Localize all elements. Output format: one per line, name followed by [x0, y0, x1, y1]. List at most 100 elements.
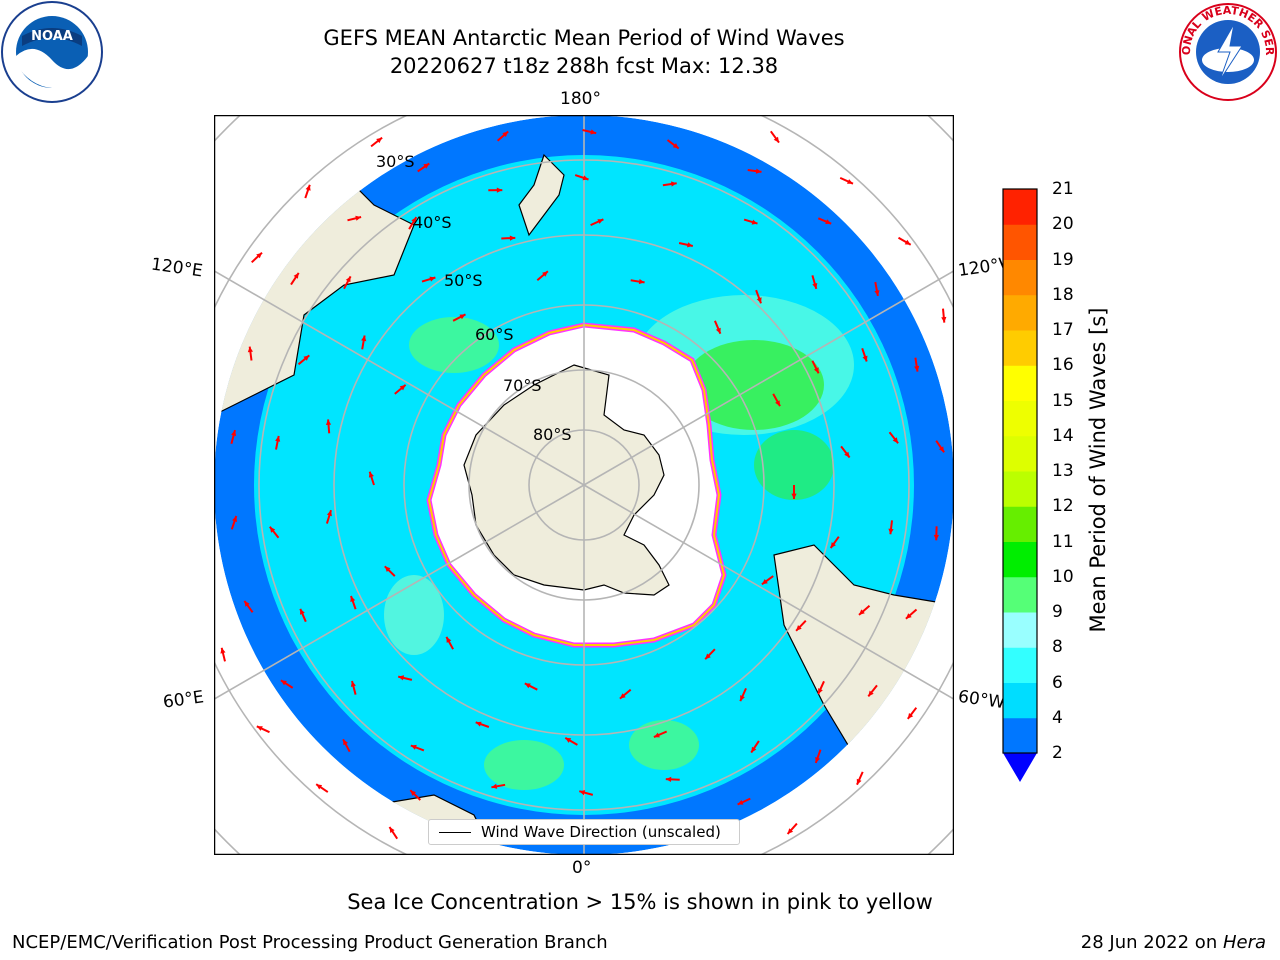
lat-label-40s: 40°S: [413, 213, 452, 232]
colorbar-band: [1003, 224, 1037, 260]
wind-wave-arrow-head: [653, 732, 660, 738]
wind-wave-arrow-head: [232, 516, 237, 522]
wind-wave-arrow-head: [933, 534, 939, 541]
wind-wave-arrow-head: [755, 168, 762, 174]
colorbar-tick-label: 10: [1052, 566, 1074, 587]
wind-wave-arrow-head: [775, 400, 780, 407]
wind-wave-arrow-head: [326, 510, 332, 517]
lat-label-70s: 70°S: [503, 376, 542, 395]
antarctica-land: [463, 364, 670, 596]
wind-wave-arrow-head: [791, 493, 797, 499]
wind-wave-arrow-head: [475, 721, 482, 727]
wind-wave-arrow-head: [859, 609, 865, 615]
legend-label: Wind Wave Direction (unscaled): [481, 823, 721, 841]
colorbar-band: [1003, 682, 1037, 719]
wind-wave-arrow-head: [542, 271, 548, 277]
lat-label-30s: 30°S: [376, 152, 415, 171]
wind-wave-arrow-head: [280, 680, 287, 686]
colorbar-band: [1003, 294, 1037, 331]
wind-wave-arrow-head: [638, 279, 645, 285]
wind-wave-arrow-head: [502, 131, 509, 137]
wind-wave-arrow-head: [220, 647, 226, 654]
lon-label-0: 0°: [572, 858, 592, 878]
colorbar-tick-label: 14: [1052, 425, 1074, 446]
wind-wave-arrow-head: [247, 346, 253, 353]
colorbar: [1002, 188, 1038, 782]
footer-date-text: 28 Jun 2022 on: [1080, 932, 1223, 953]
wind-wave-arrow-head: [231, 430, 237, 436]
new-zealand-land: [518, 153, 565, 237]
colorbar-label: Mean Period of Wind Waves [s]: [1086, 307, 1110, 633]
wind-wave-arrow-head: [825, 219, 832, 224]
wind-wave-arrow-head: [345, 276, 351, 283]
colorbar-band: [1003, 471, 1037, 507]
colorbar-tick-label: 15: [1052, 390, 1074, 411]
colorbar-tick-label: 20: [1052, 214, 1074, 235]
chart-title: GEFS MEAN Antarctic Mean Period of Wind …: [323, 26, 845, 50]
colorbar-tick-label: 4: [1052, 707, 1063, 728]
wind-wave-arrow-head: [524, 683, 531, 689]
wind-wave-arrow-head: [361, 335, 367, 342]
wind-wave-arrow-head: [796, 625, 802, 631]
colorbar-band: [1003, 541, 1037, 578]
wind-wave-arrow-head: [874, 290, 880, 296]
wind-wave-arrow-head: [256, 252, 262, 259]
wind-wave-arrow-head: [687, 242, 693, 248]
wind-wave-arrow-head: [305, 184, 311, 191]
wind-wave-arrow-head: [671, 181, 677, 187]
wind-wave-arrow-head: [269, 526, 276, 533]
graticule: [214, 115, 954, 855]
wind-wave-arrow-head: [761, 579, 768, 585]
wind-wave-arrow-head: [938, 446, 945, 453]
wind-wave-arrow-head: [672, 143, 679, 149]
wind-wave-arrow-head: [582, 175, 589, 181]
map-frame: [214, 115, 954, 855]
wind-wave-arrow-head: [368, 471, 374, 478]
colorbar-tick-label: 11: [1052, 531, 1074, 552]
lon-label-60e: 60°E: [161, 687, 206, 713]
wind-wave-arrow-head: [868, 690, 874, 697]
wind-wave-arrow-head: [812, 283, 818, 289]
footer-producer: NCEP/EMC/Verification Post Processing Pr…: [12, 932, 608, 953]
wind-wave-arrow-head: [756, 297, 762, 304]
wind-wave-arrow-head: [384, 566, 391, 572]
colorbar-band: [1003, 400, 1037, 437]
wind-wave-arrow-head: [705, 653, 711, 660]
wind-wave-arrow-head: [343, 739, 348, 746]
wind-wave-arrow-head: [256, 726, 263, 731]
wind-wave-arrow-head: [773, 136, 779, 143]
wind-wave-arrow-head: [509, 235, 516, 241]
colorbar-under-triangle: [1003, 753, 1037, 782]
colorbar-tick-label: 2: [1052, 743, 1063, 763]
colorbar-band: [1003, 647, 1037, 683]
wind-wave-arrow-head: [844, 451, 850, 458]
wind-wave-arrow-head: [350, 596, 356, 602]
lat-label-50s: 50°S: [444, 271, 483, 290]
wind-wave-arrow-head: [325, 419, 332, 425]
wind-wave-arrow-head: [423, 163, 430, 169]
sea-ice-note: Sea Ice Concentration > 15% is shown in …: [347, 890, 933, 914]
wind-wave-arrow-head: [830, 542, 836, 548]
wind-wave-arrow-head: [892, 437, 899, 444]
wind-wave-arrow-head: [496, 187, 503, 193]
noaa-logo: NOAA: [1, 1, 103, 103]
colorbar-band: [1003, 189, 1037, 225]
colorbar-band: [1003, 330, 1037, 366]
wind-wave-arrow-head: [813, 367, 819, 374]
antarctic-map: [214, 115, 954, 855]
colorbar-band: [1003, 717, 1037, 754]
wind-wave-arrow-head: [350, 681, 356, 687]
wind-wave-arrow-head: [904, 239, 911, 245]
wind-wave-arrow-head: [244, 600, 250, 607]
wind-wave-arrow-head: [565, 737, 572, 743]
colorbar-band: [1003, 506, 1037, 542]
wind-wave-arrow-head: [941, 316, 947, 323]
wind-wave-arrow-head: [429, 276, 436, 282]
wind-wave-arrow-head: [597, 219, 604, 224]
colorbar-tick-label: 6: [1052, 672, 1063, 693]
wind-wave-arrow-head: [914, 365, 920, 372]
wind-wave-arrow-head: [411, 217, 417, 224]
wind-wave-arrow-head: [818, 688, 823, 695]
wind-wave-arrow-head: [293, 272, 299, 279]
colorbar-tick-label: 19: [1052, 249, 1074, 270]
